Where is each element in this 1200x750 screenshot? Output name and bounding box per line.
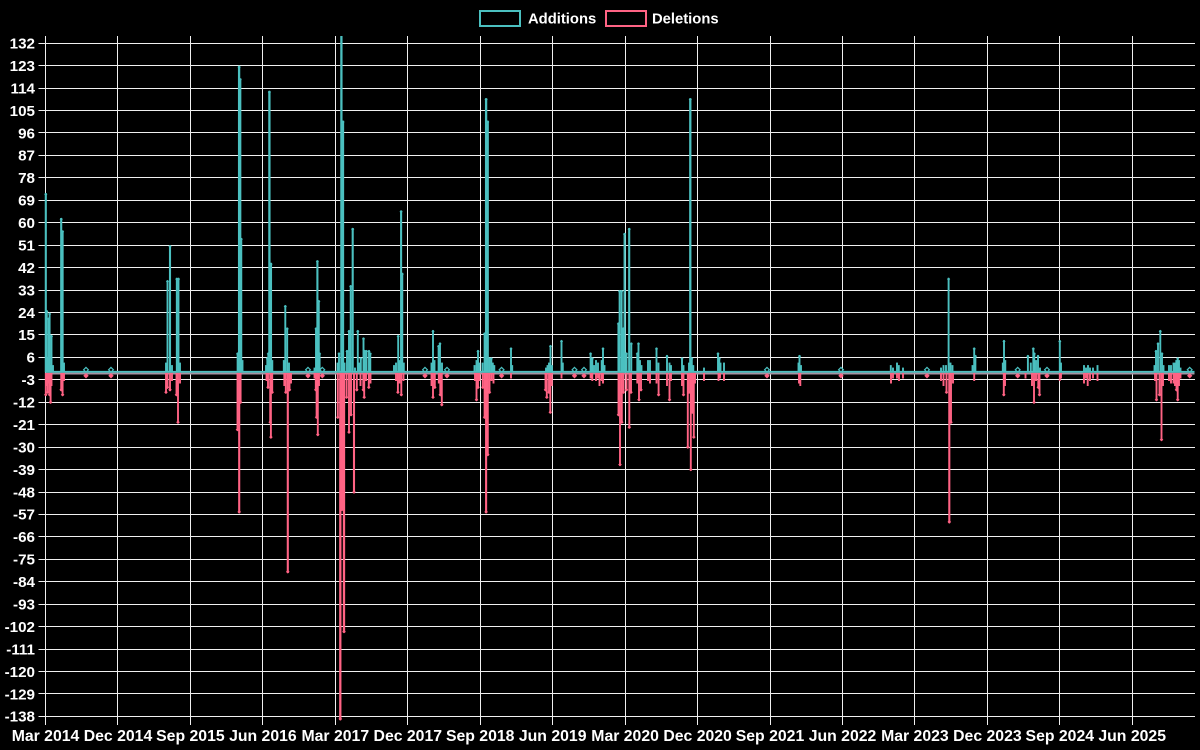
svg-text:78: 78 xyxy=(18,170,35,187)
svg-text:Dec 2014: Dec 2014 xyxy=(84,728,153,745)
svg-text:-30: -30 xyxy=(13,439,35,456)
svg-text:Mar 2020: Mar 2020 xyxy=(591,728,659,745)
svg-text:-120: -120 xyxy=(5,664,35,681)
svg-text:-84: -84 xyxy=(13,574,36,591)
svg-text:-66: -66 xyxy=(13,529,35,546)
svg-text:-21: -21 xyxy=(13,417,36,434)
svg-text:24: 24 xyxy=(18,305,35,322)
svg-text:114: 114 xyxy=(10,80,35,97)
svg-text:15: 15 xyxy=(18,327,35,344)
svg-text:51: 51 xyxy=(18,238,35,255)
svg-text:96: 96 xyxy=(18,125,35,142)
svg-text:-39: -39 xyxy=(13,462,35,479)
svg-text:Mar 2014: Mar 2014 xyxy=(12,728,80,745)
svg-text:87: 87 xyxy=(18,148,35,165)
svg-text:-12: -12 xyxy=(13,395,35,412)
svg-text:Jun 2025: Jun 2025 xyxy=(1098,728,1166,745)
svg-text:Sep 2021: Sep 2021 xyxy=(736,728,805,745)
svg-text:-57: -57 xyxy=(13,507,35,524)
svg-text:-138: -138 xyxy=(5,709,35,726)
svg-text:-111: -111 xyxy=(6,641,35,658)
svg-text:Sep 2024: Sep 2024 xyxy=(1026,728,1095,745)
svg-text:-93: -93 xyxy=(13,597,35,614)
svg-text:69: 69 xyxy=(18,193,35,210)
svg-text:Jun 2022: Jun 2022 xyxy=(809,728,877,745)
svg-text:Mar 2023: Mar 2023 xyxy=(881,728,949,745)
svg-text:Sep 2015: Sep 2015 xyxy=(156,728,225,745)
svg-text:-48: -48 xyxy=(13,484,35,501)
svg-text:-75: -75 xyxy=(13,552,36,569)
svg-text:105: 105 xyxy=(10,103,36,120)
svg-text:-129: -129 xyxy=(5,686,35,703)
svg-text:Dec 2023: Dec 2023 xyxy=(953,728,1022,745)
svg-text:132: 132 xyxy=(10,36,35,53)
svg-text:6: 6 xyxy=(27,350,35,367)
svg-text:Jun 2016: Jun 2016 xyxy=(229,728,297,745)
svg-text:Jun 2019: Jun 2019 xyxy=(519,728,587,745)
svg-text:Dec 2017: Dec 2017 xyxy=(374,728,443,745)
svg-text:-3: -3 xyxy=(21,372,35,389)
svg-text:Sep 2018: Sep 2018 xyxy=(446,728,515,745)
svg-text:Dec 2020: Dec 2020 xyxy=(663,728,732,745)
svg-text:42: 42 xyxy=(18,260,35,277)
svg-text:-102: -102 xyxy=(5,619,35,636)
svg-text:Mar 2017: Mar 2017 xyxy=(301,728,369,745)
svg-text:123: 123 xyxy=(10,58,35,75)
svg-text:Additions: Additions xyxy=(528,12,596,28)
svg-text:60: 60 xyxy=(18,215,35,232)
svg-text:Deletions: Deletions xyxy=(652,12,719,28)
svg-text:33: 33 xyxy=(18,282,35,299)
